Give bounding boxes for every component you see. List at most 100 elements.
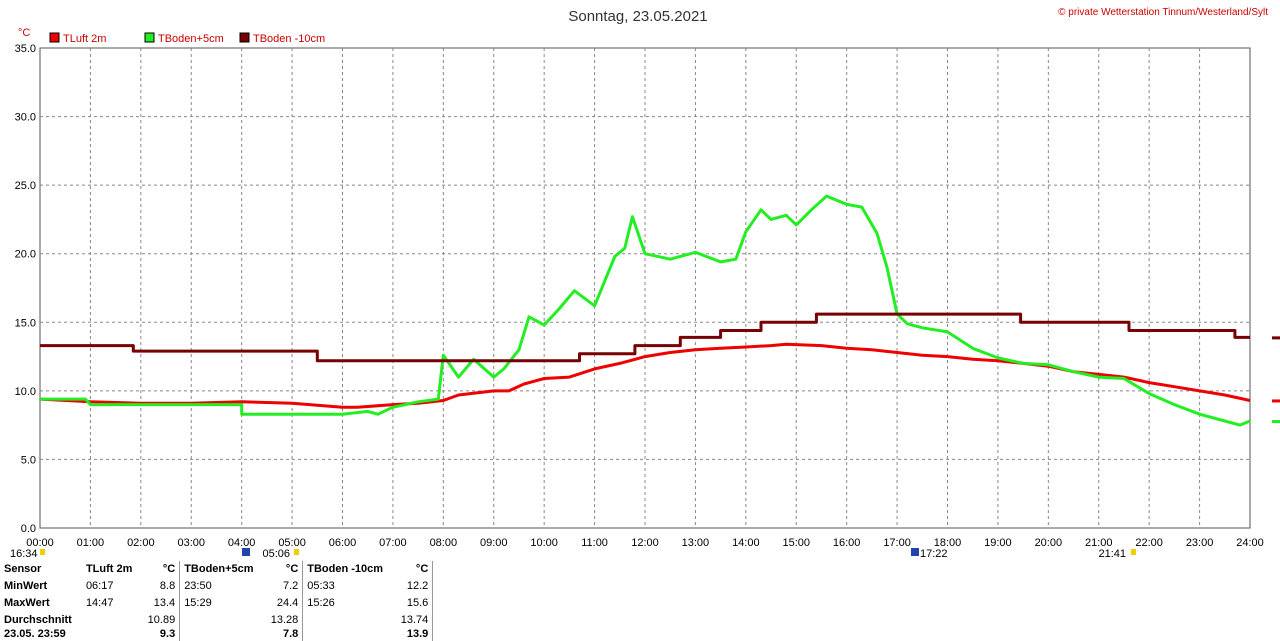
stats-cell: 10.89 <box>147 613 176 626</box>
stats-cell: 13.28 <box>270 613 299 626</box>
series-end-marker <box>1272 336 1280 340</box>
stats-cell <box>432 561 442 578</box>
stats-cell: 15:29 <box>179 594 264 612</box>
y-tick-label: 10.0 <box>15 386 36 398</box>
series-group <box>39 194 1251 427</box>
x-tick-label: 08:00 <box>430 537 458 549</box>
x-tick-label: 11:00 <box>581 537 608 549</box>
stats-cell <box>302 628 394 641</box>
y-axis: 0.0 5.0 10.0 15.0 20.0 25.0 30.0 35.0 <box>15 43 36 535</box>
stats-cell: 15.6 <box>406 597 429 610</box>
copyright-label: © private Wetterstation Tinnum/Westerlan… <box>1058 7 1268 18</box>
series-line <box>40 312 1250 363</box>
stats-row: MinWert 06:17 8.8 23:50 7.2 05:33 12.2 <box>0 577 442 595</box>
x-tick-label: 10:00 <box>530 537 558 549</box>
stats-cell: TBoden+5cm <box>179 561 264 578</box>
grid <box>39 47 1251 529</box>
x-tick-label: 20:00 <box>1035 537 1063 549</box>
stats-cell: 7.2 <box>282 580 299 593</box>
chart-svg: Sonntag, 23.05.2021 © private Wetterstat… <box>10 7 1280 560</box>
stats-cell: 05:33 <box>302 577 394 595</box>
right-edge-indicators <box>1272 336 1280 424</box>
legend-label: TBoden -10cm <box>253 33 325 45</box>
x-tick-label: 16:00 <box>833 537 861 549</box>
stats-cell <box>432 611 442 629</box>
sunset-icon <box>911 548 919 556</box>
event-marker-icon <box>40 549 45 555</box>
stats-cell <box>432 628 442 641</box>
stats-cell: 12.2 <box>406 580 429 593</box>
event-marker-label: 05:06 <box>262 548 290 560</box>
stats-cell <box>179 611 264 629</box>
stats-cell: 15:26 <box>302 594 394 612</box>
x-tick-label: 22:00 <box>1135 537 1163 549</box>
x-tick-label: 24:00 <box>1236 537 1264 549</box>
legend-label: TBoden+5cm <box>158 33 224 45</box>
y-tick-label: 25.0 <box>15 180 36 192</box>
x-tick-label: 21:00 <box>1085 537 1113 549</box>
x-axis: 00:00 01:00 02:00 03:00 04:00 05:00 06:00 07:00… <box>26 537 1264 549</box>
stats-cell: °C <box>415 563 429 576</box>
x-tick-label: 01:00 <box>77 537 105 549</box>
stats-cell <box>179 628 264 641</box>
x-tick-label: 07:00 <box>379 537 407 549</box>
stats-cell <box>432 577 442 595</box>
y-tick-label: 0.0 <box>21 523 36 535</box>
stats-cell: 23:50 <box>179 577 264 595</box>
x-tick-label: 02:00 <box>127 537 155 549</box>
event-marker-label: 16:34 <box>10 548 38 560</box>
y-tick-label: 20.0 <box>15 249 36 261</box>
x-tick-label: 04:00 <box>228 537 256 549</box>
legend-swatch <box>49 32 60 43</box>
legend-swatch <box>239 32 250 43</box>
event-marker-label: 21:41 <box>1098 548 1126 560</box>
stats-cell: 9.3 <box>159 628 176 641</box>
x-tick-label: 19:00 <box>984 537 1012 549</box>
stats-cell: Sensor <box>4 563 42 576</box>
stats-table: Sensor TLuft 2m °C TBoden+5cm °C TBoden -10cm… <box>0 561 442 641</box>
legend: TLuft 2m TBoden+5cm TBoden -10cm <box>49 32 325 45</box>
stats-cell: °C <box>285 563 299 576</box>
y-tick-label: 35.0 <box>15 43 36 55</box>
stats-cell: 13.9 <box>406 628 429 641</box>
x-tick-label: 00:00 <box>26 537 54 549</box>
event-markers: 16:34 05:06 17:22 21:41 <box>10 548 1136 560</box>
x-tick-label: 06:00 <box>329 537 357 549</box>
event-marker-icon <box>1131 549 1136 555</box>
x-tick-label: 09:00 <box>480 537 508 549</box>
stats-row: MaxWert 14:47 13.4 15:29 24.4 15:26 15.6 <box>0 594 442 612</box>
stats-cell: Durchschnitt <box>4 613 72 626</box>
stats-cell: 8.8 <box>159 580 176 593</box>
x-tick-label: 13:00 <box>682 537 710 549</box>
stats-cell: 06:17 <box>85 580 114 593</box>
stats-cell: 13.74 <box>400 613 429 626</box>
stats-row: 23.05. 23:59 9.3 7.8 13.9 <box>0 628 442 641</box>
x-tick-label: 23:00 <box>1186 537 1214 549</box>
stats-cell: 23.05. 23:59 <box>4 628 66 641</box>
x-tick-label: 15:00 <box>782 537 810 549</box>
legend-swatch <box>144 32 155 43</box>
stats-cell <box>432 594 442 612</box>
stats-cell: MinWert <box>4 580 48 593</box>
stats-cell: 13.4 <box>153 597 176 610</box>
x-tick-label: 17:00 <box>883 537 911 549</box>
x-tick-label: 12:00 <box>631 537 659 549</box>
y-tick-label: 15.0 <box>15 317 36 329</box>
stats-cell <box>82 628 141 641</box>
series-end-marker <box>1272 420 1280 424</box>
chart-title: Sonntag, 23.05.2021 <box>568 8 707 25</box>
stats-cell: 14:47 <box>85 597 114 610</box>
y-unit-label: °C <box>18 27 30 39</box>
stats-cell: 7.8 <box>282 628 299 641</box>
stats-cell: °C <box>162 563 176 576</box>
legend-label: TLuft 2m <box>63 33 106 45</box>
stats-row: Durchschnitt 10.89 13.28 13.74 <box>0 611 442 629</box>
x-tick-label: 18:00 <box>934 537 962 549</box>
stats-cell: TBoden -10cm <box>302 561 394 578</box>
stats-cell: 24.4 <box>276 597 299 610</box>
x-tick-label: 05:00 <box>278 537 306 549</box>
x-tick-label: 03:00 <box>177 537 205 549</box>
stats-cell <box>302 611 394 629</box>
stats-row: Sensor TLuft 2m °C TBoden+5cm °C TBoden -10cm… <box>0 561 442 578</box>
series-line <box>40 194 1251 427</box>
